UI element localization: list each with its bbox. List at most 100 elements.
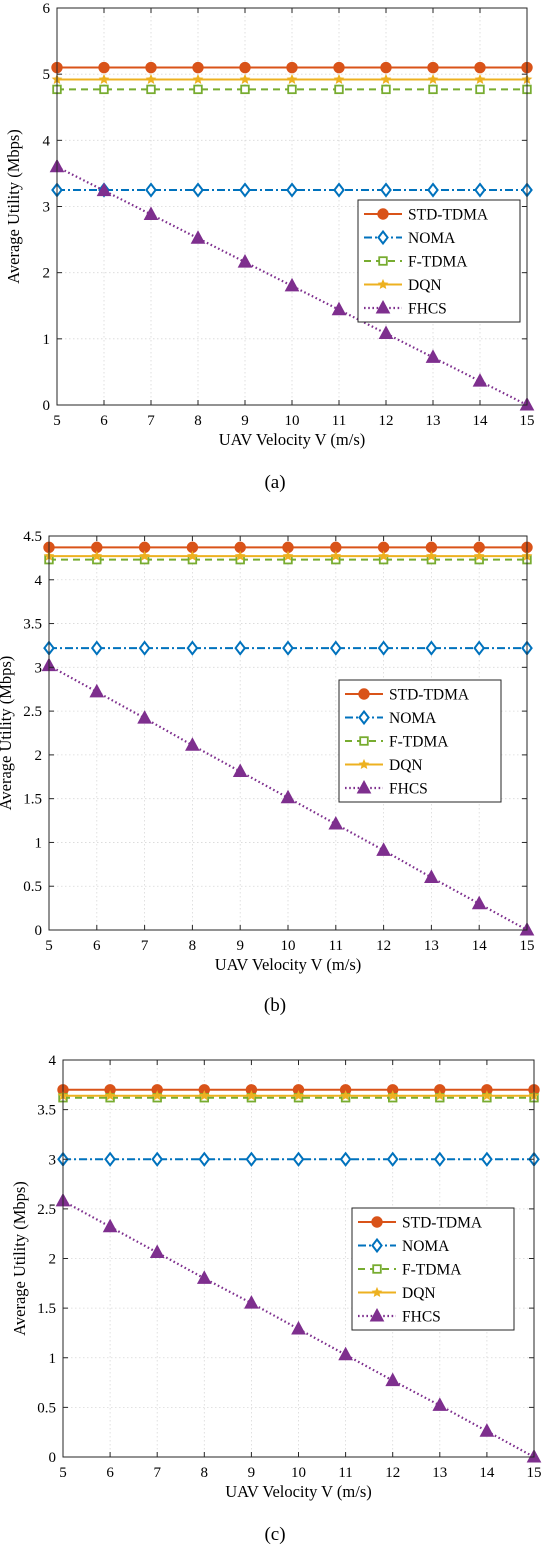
data-point-fhcs	[102, 1218, 118, 1233]
data-point-dqn	[91, 550, 103, 561]
legend-label-std-tdma: STD-TDMA	[402, 1215, 483, 1232]
x-tick-label: 7	[153, 1465, 161, 1481]
legend-marker-noma	[371, 1237, 383, 1254]
x-tick-label: 7	[147, 413, 155, 429]
data-point-dqn	[286, 73, 298, 85]
data-point-fhcs	[232, 763, 248, 778]
data-point-noma	[474, 182, 486, 198]
legend-marker-f-tdma	[359, 736, 369, 746]
y-tick-label: 1	[49, 1351, 57, 1367]
y-tick-label: 2	[43, 266, 51, 282]
data-point-std-tdma	[145, 61, 157, 74]
x-tick-label: 11	[332, 413, 346, 429]
y-tick-label: 1.5	[37, 1301, 56, 1317]
data-point-noma	[329, 640, 342, 656]
y-tick-label: 0	[43, 398, 51, 414]
x-tick-label: 10	[281, 938, 296, 954]
x-tick-label: 6	[100, 413, 108, 429]
x-tick-label: 6	[106, 1465, 114, 1481]
data-point-noma	[198, 1151, 211, 1167]
legend-label-dqn: DQN	[408, 277, 442, 294]
data-point-fhcs	[143, 206, 159, 220]
x-tick-label: 6	[93, 938, 101, 954]
data-point-dqn	[246, 1090, 257, 1101]
data-point-dqn	[139, 550, 150, 561]
data-point-fhcs	[280, 789, 296, 804]
y-tick-label: 2.5	[23, 704, 42, 720]
y-axis-label: Average Utility (Mbps)	[0, 656, 15, 811]
data-point-dqn	[387, 1090, 399, 1101]
data-point-fhcs	[479, 1423, 495, 1437]
data-point-fhcs	[425, 349, 441, 363]
data-point-fhcs	[432, 1397, 448, 1411]
x-tick-label: 15	[520, 413, 535, 429]
data-point-fhcs	[89, 683, 105, 698]
y-tick-label: 6	[43, 1, 51, 17]
legend-label-f-tdma: F-TDMA	[389, 734, 449, 751]
data-point-std-tdma	[286, 61, 298, 74]
data-point-noma	[386, 1151, 399, 1167]
data-point-noma	[138, 640, 151, 656]
y-tick-label: 1.5	[23, 792, 42, 808]
data-point-noma	[151, 1151, 164, 1167]
data-point-dqn	[145, 73, 157, 85]
data-point-std-tdma	[380, 61, 392, 74]
legend-marker-f-tdma	[372, 1264, 382, 1274]
data-point-noma	[239, 182, 251, 198]
data-point-fhcs	[376, 842, 391, 856]
series-line-fhcs	[62, 1199, 535, 1458]
legend-label-std-tdma: STD-TDMA	[408, 207, 489, 224]
legend-label-f-tdma: F-TDMA	[408, 254, 468, 271]
y-tick-label: 2	[49, 1252, 57, 1268]
x-tick-label: 14	[473, 413, 489, 429]
x-tick-label: 13	[424, 938, 439, 954]
data-point-noma	[481, 1151, 493, 1167]
x-tick-label: 9	[236, 938, 244, 954]
data-point-noma	[90, 640, 103, 656]
y-axis-label: Average Utility (Mbps)	[4, 129, 23, 284]
data-point-fhcs	[424, 869, 439, 883]
y-tick-label: 2.5	[37, 1202, 56, 1218]
data-point-noma	[425, 640, 438, 656]
legend-label-fhcs: FHCS	[402, 1309, 441, 1326]
y-tick-label: 4.5	[23, 529, 42, 545]
panel-caption: (a)	[264, 472, 285, 493]
data-point-dqn	[380, 73, 392, 85]
y-tick-label: 3	[43, 200, 51, 216]
chart-panel-2: 5 6 7 8 9 10 11 12 13 14 15 0 0.5 1 1.5 2 2.5 3 3.5 4 4.5 UAV…	[0, 529, 535, 1016]
data-point-std-tdma	[98, 61, 110, 74]
x-tick-label: 5	[59, 1465, 67, 1481]
legend-marker-fhcs	[375, 299, 391, 314]
x-tick-label: 5	[45, 938, 53, 954]
data-point-dqn	[333, 73, 345, 85]
x-tick-label: 15	[520, 938, 535, 954]
legend-marker-std-tdma	[358, 688, 370, 700]
y-tick-label: 0.5	[23, 879, 42, 895]
data-point-fhcs	[385, 1372, 401, 1387]
data-point-dqn	[426, 550, 437, 561]
x-tick-label: 13	[432, 1465, 447, 1481]
data-point-f-tdma	[99, 84, 109, 95]
data-point-dqn	[198, 1090, 210, 1101]
x-tick-label: 10	[285, 413, 300, 429]
data-point-std-tdma	[474, 61, 486, 74]
data-point-std-tdma	[239, 61, 251, 74]
data-point-noma	[192, 182, 204, 198]
x-tick-label: 11	[329, 938, 343, 954]
y-tick-label: 4	[43, 133, 51, 149]
data-point-f-tdma	[475, 84, 485, 95]
data-point-f-tdma	[146, 84, 156, 95]
legend-marker-fhcs	[356, 779, 372, 794]
x-tick-label: 13	[426, 413, 441, 429]
data-point-fhcs	[196, 1270, 212, 1284]
legend-label-f-tdma: F-TDMA	[402, 1262, 462, 1279]
data-point-fhcs	[328, 816, 344, 830]
data-point-std-tdma	[333, 61, 345, 74]
x-tick-label: 8	[194, 413, 202, 429]
data-point-noma	[427, 182, 439, 198]
legend-label-noma: NOMA	[389, 710, 437, 727]
y-tick-label: 0	[49, 1450, 57, 1466]
data-point-f-tdma	[334, 84, 344, 95]
y-tick-label: 3.5	[23, 617, 42, 633]
